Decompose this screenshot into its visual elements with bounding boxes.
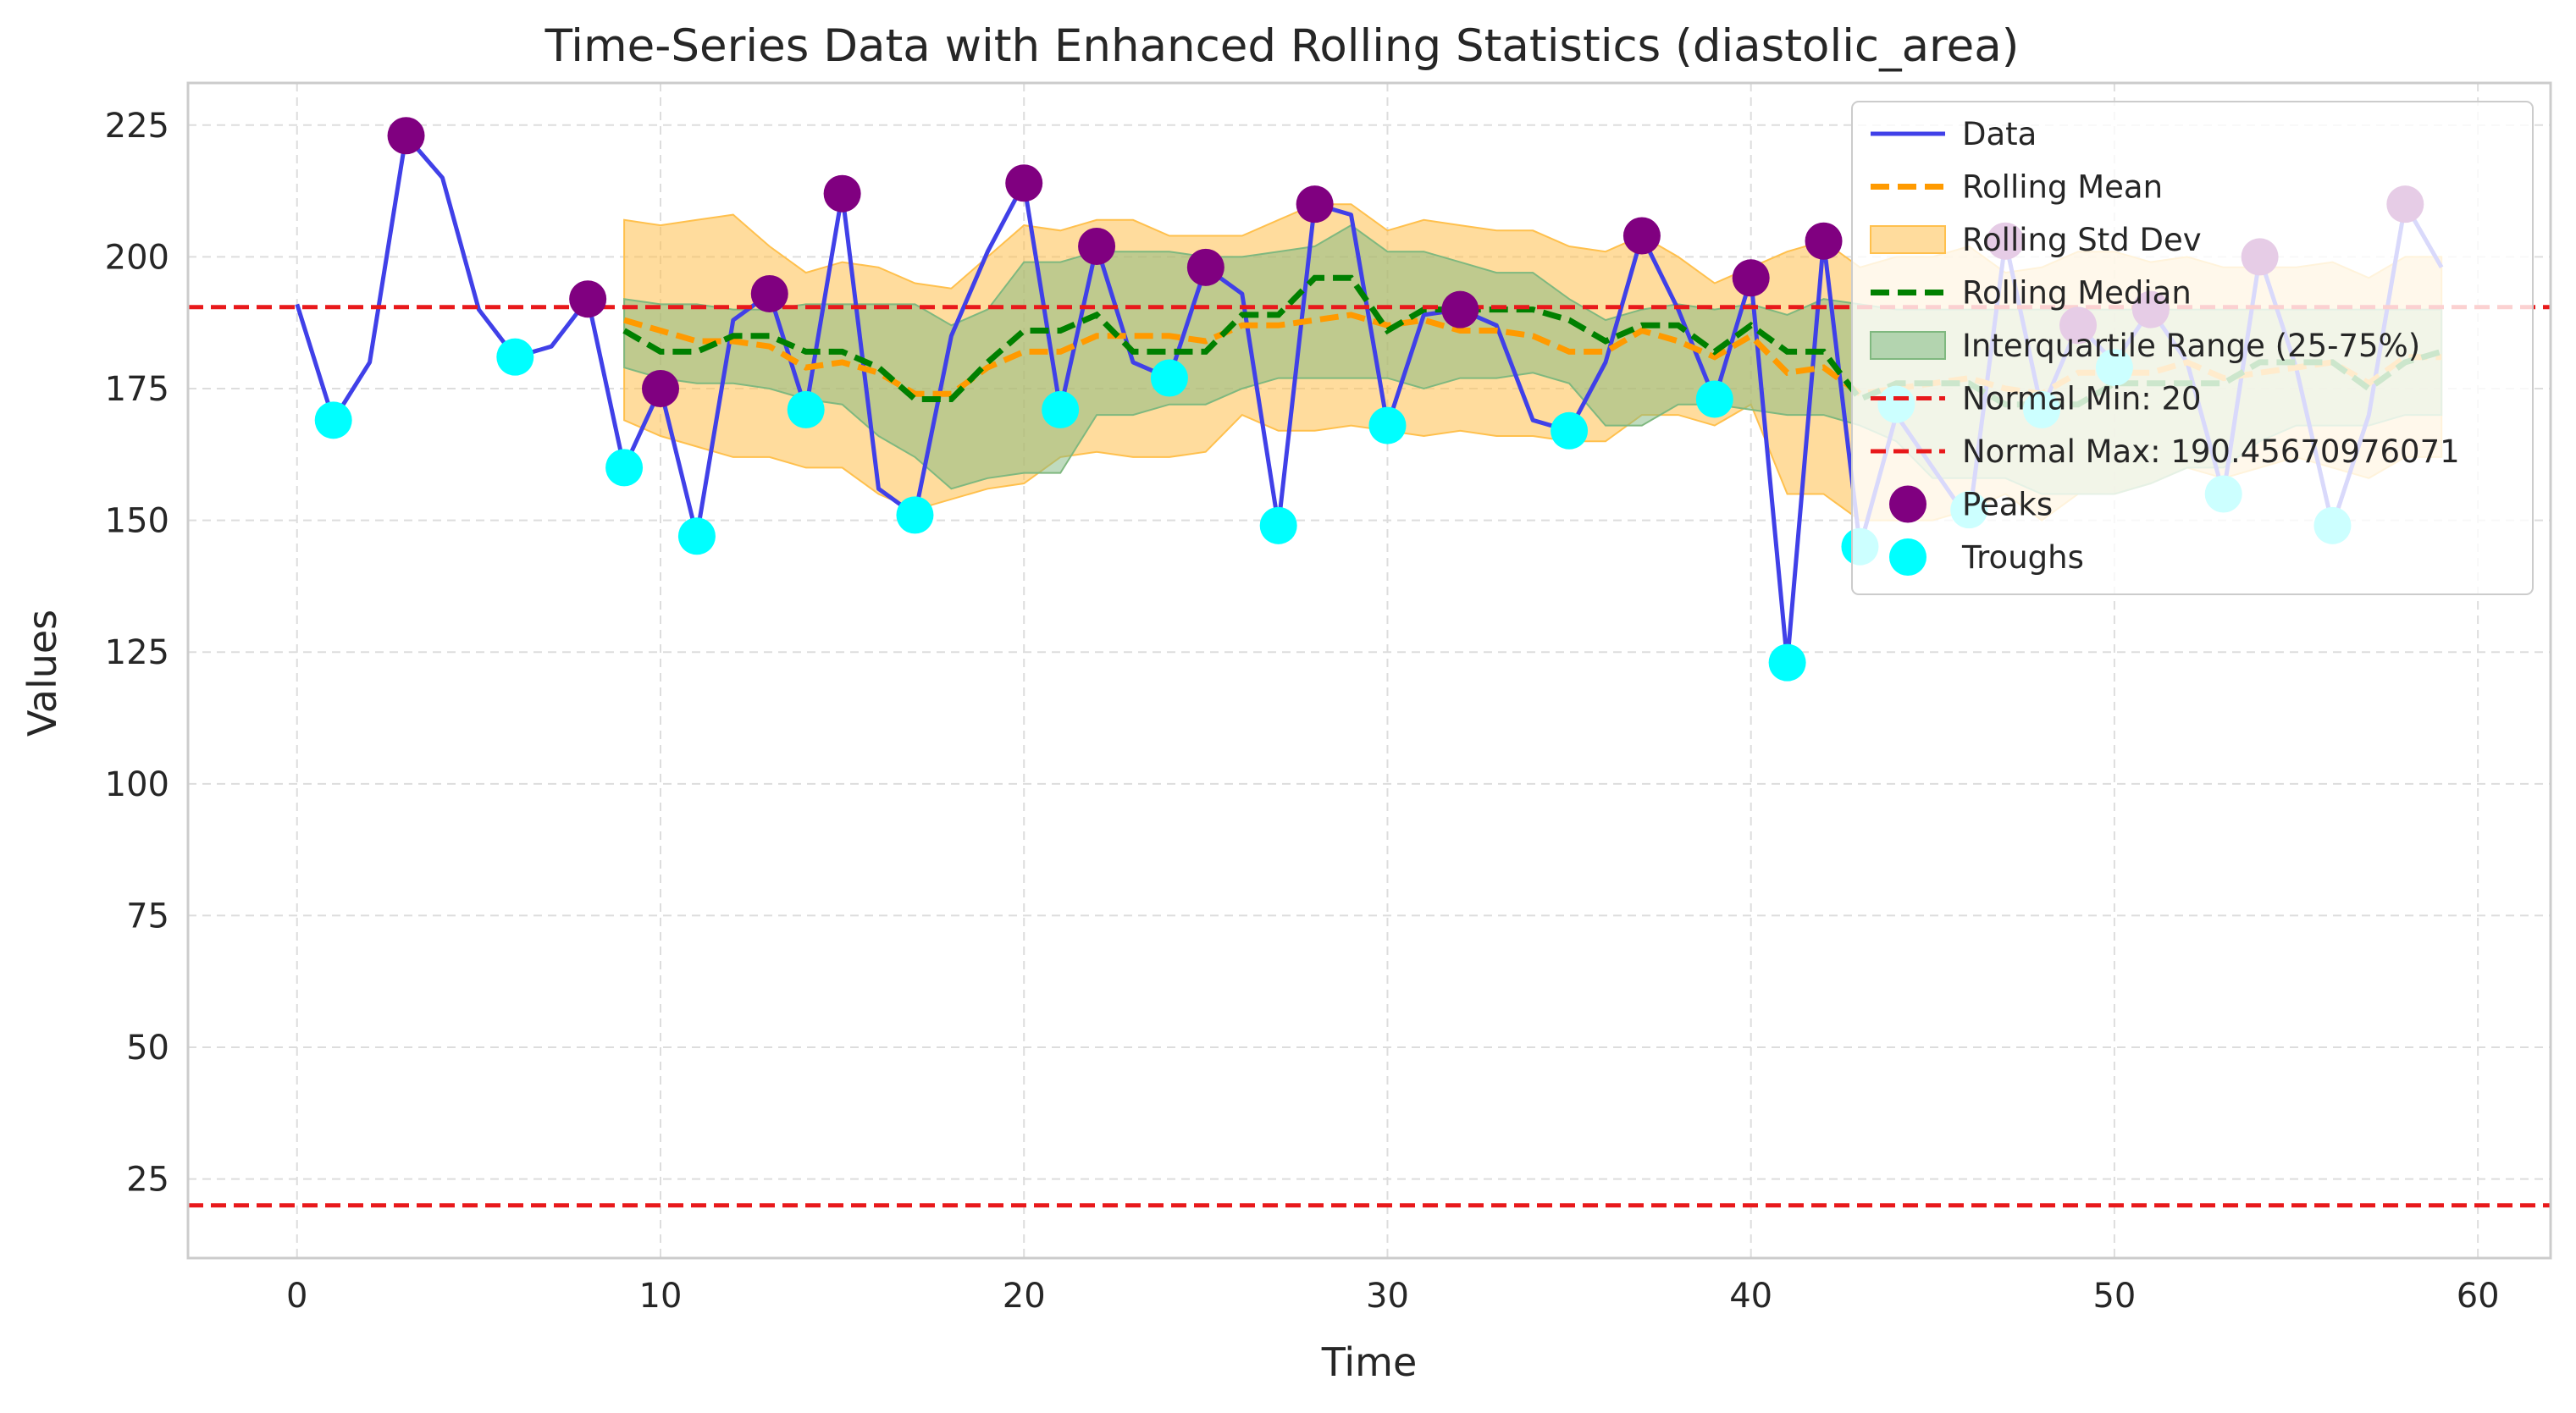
- peaks-point: [642, 370, 679, 408]
- y-tick-label: 50: [126, 1029, 169, 1068]
- x-tick-label: 30: [1366, 1277, 1409, 1316]
- y-tick-label: 25: [126, 1161, 169, 1200]
- peaks-point: [1622, 217, 1661, 255]
- troughs-point: [1768, 643, 1806, 682]
- peaks-point: [1005, 164, 1043, 202]
- troughs-point: [787, 390, 825, 428]
- peaks-point: [1732, 259, 1770, 297]
- troughs-point: [677, 517, 716, 555]
- x-tick-label: 20: [1003, 1277, 1046, 1316]
- plot-frame: [186, 81, 2552, 1260]
- troughs-point: [1368, 406, 1407, 444]
- legend-handle-interquartile-range-25-75: [1870, 331, 1946, 360]
- peaks-point: [1805, 222, 1843, 260]
- legend-label: Rolling Mean: [1962, 169, 2163, 206]
- y-tick-label: 225: [105, 107, 169, 146]
- rolling-median-line: [622, 274, 2443, 408]
- legend-label: Rolling Median: [1962, 275, 2192, 312]
- legend-label: Normal Max: 190.45670976071: [1962, 433, 2460, 470]
- peaks-point: [1186, 248, 1224, 286]
- chart-title: Time-Series Data with Enhanced Rolling S…: [544, 20, 2020, 72]
- x-tick-label: 60: [2457, 1277, 2500, 1316]
- y-axis-label: Values: [19, 610, 65, 737]
- y-tick-label: 125: [105, 633, 169, 672]
- legend-box: [1851, 101, 2534, 595]
- y-tick-label: 200: [105, 238, 169, 277]
- y-tick-label: 100: [105, 765, 169, 804]
- x-axis-label: Time: [1321, 1339, 1418, 1385]
- troughs-point: [314, 401, 352, 439]
- x-tick-label: 10: [639, 1277, 683, 1316]
- legend-handle-peaks: [1889, 485, 1926, 523]
- y-tick-label: 150: [105, 502, 169, 541]
- peaks-point: [823, 174, 861, 213]
- troughs-point: [605, 449, 644, 487]
- legend-label: Rolling Std Dev: [1962, 222, 2202, 258]
- x-tick-label: 0: [286, 1277, 307, 1316]
- peaks-point: [1441, 290, 1479, 328]
- peaks-point: [750, 274, 788, 312]
- legend: Data Rolling Mean Rolling Std Dev Rolling M…: [1851, 101, 2534, 595]
- peaks-point: [569, 280, 607, 318]
- peaks-point: [1296, 185, 1334, 224]
- y-tick-label: 175: [105, 370, 169, 409]
- troughs-point: [1695, 380, 1733, 418]
- x-tick-label: 50: [2092, 1277, 2136, 1316]
- legend-label: Normal Min: 20: [1962, 381, 2202, 417]
- y-tick-label: 75: [126, 897, 169, 936]
- x-tick-label: 40: [1729, 1277, 1772, 1316]
- peaks-point: [1078, 227, 1116, 265]
- troughs-point: [1551, 411, 1589, 450]
- troughs-point: [496, 338, 534, 376]
- troughs-point: [1150, 359, 1188, 397]
- troughs-point: [1042, 390, 1080, 428]
- legend-handle-troughs: [1889, 538, 1926, 576]
- troughs-point: [896, 496, 934, 534]
- legend-handle-rolling-std-dev: [1870, 225, 1946, 254]
- peaks-point: [387, 117, 425, 155]
- legend-label: Data: [1962, 116, 2037, 152]
- legend-label: Interquartile Range (25-75%): [1962, 328, 2420, 364]
- legend-label: Troughs: [1961, 539, 2084, 576]
- axis-ticks: 0 10 20 30 40 50 60 25 50 75 100 125 150 175 200 225: [105, 107, 2500, 1316]
- troughs-point: [1259, 506, 1297, 544]
- legend-label: Peaks: [1962, 487, 2053, 523]
